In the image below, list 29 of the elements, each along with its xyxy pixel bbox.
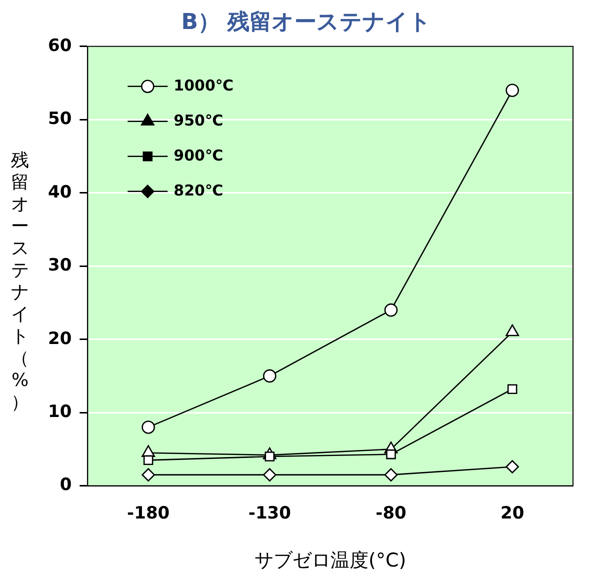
- point: [506, 460, 519, 474]
- x-tick-label: -180: [127, 503, 170, 524]
- legend-label: 1000℃: [174, 76, 234, 94]
- x-tick-label: -130: [248, 503, 292, 524]
- y-tick-label: 0: [60, 475, 72, 496]
- x-axis-title: サブゼロ温度(°C): [254, 550, 406, 572]
- y-tick-label: 40: [48, 182, 72, 202]
- y-tick-label: 60: [48, 36, 72, 56]
- point: [386, 449, 396, 460]
- point: [507, 384, 518, 394]
- point: [384, 303, 398, 317]
- chart-title: B） 残留オーステナイト: [181, 10, 432, 35]
- point: [384, 468, 398, 482]
- x-tick-label: 20: [500, 503, 524, 524]
- legend-label: 950℃: [174, 111, 224, 130]
- legend-label: 820℃: [174, 181, 224, 200]
- point: [143, 455, 154, 466]
- x-tick-label: -80: [376, 503, 407, 524]
- point: [263, 369, 276, 383]
- y-tick-label: 20: [48, 328, 72, 349]
- y-tick-label: 10: [48, 402, 72, 422]
- legend-label: 900℃: [174, 146, 224, 164]
- text: 残留オーステナイト（%）: [11, 150, 29, 413]
- point: [142, 468, 155, 482]
- point: [263, 468, 276, 482]
- y-tick-label: 50: [48, 109, 72, 130]
- point: [506, 84, 519, 97]
- point: [142, 420, 155, 434]
- y-tick-label: 30: [48, 256, 72, 276]
